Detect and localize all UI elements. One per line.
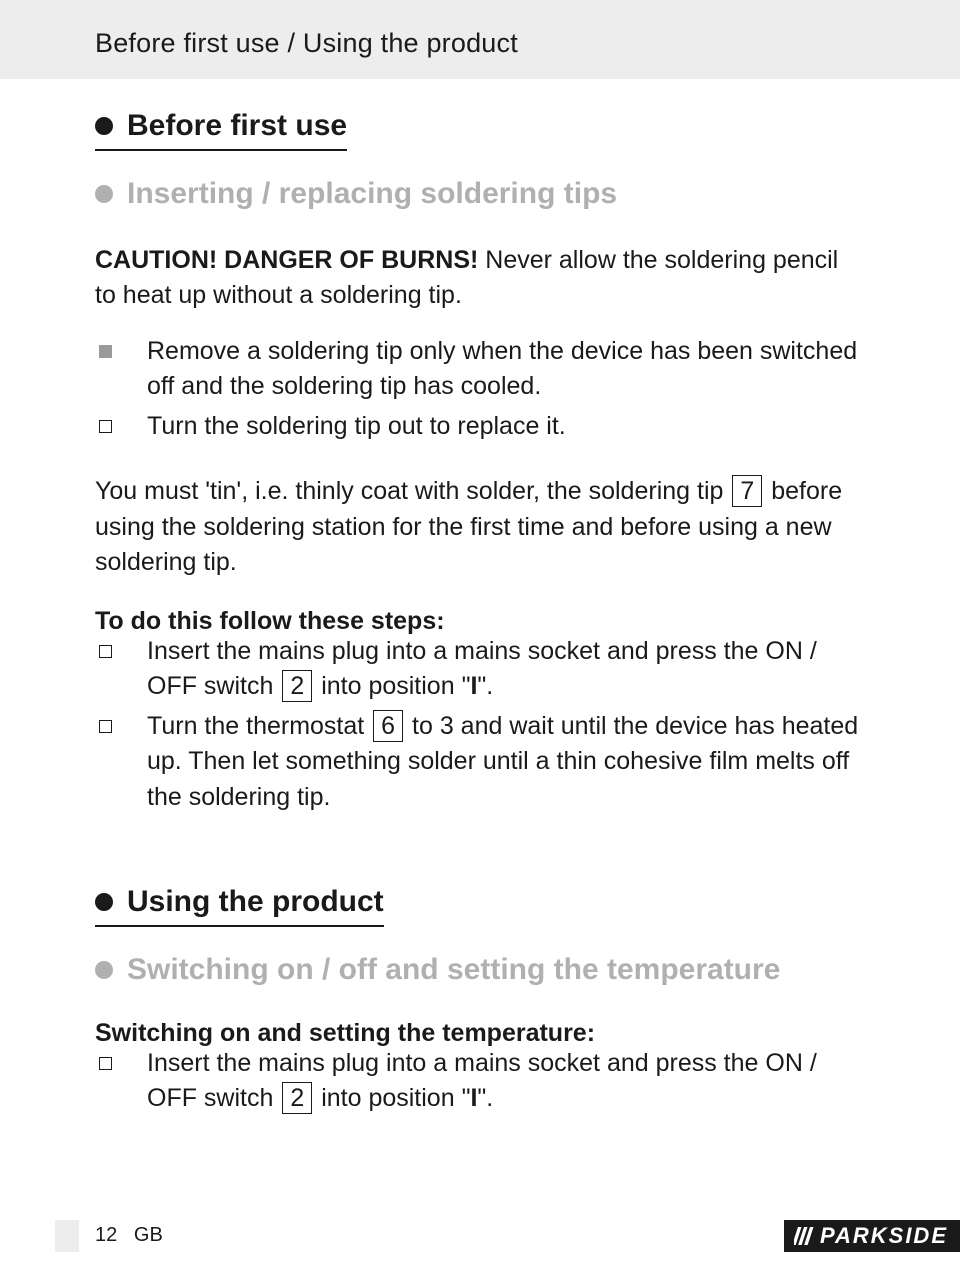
subsection-title: Inserting / replacing soldering tips — [127, 175, 617, 213]
subsection-heading-inserting-tips: Inserting / replacing soldering tips — [95, 175, 617, 213]
reference-box-2: 2 — [282, 670, 312, 702]
caution-paragraph: CAUTION! DANGER OF BURNS! Never allow th… — [95, 243, 865, 314]
tin-paragraph: You must 'tin', i.e. thinly coat with so… — [95, 474, 865, 581]
brand-logo: PARKSIDE — [784, 1220, 960, 1252]
list-item-text: Remove a soldering tip only when the dev… — [147, 337, 857, 401]
list-item: Turn the thermostat 6 to 3 and wait unti… — [95, 709, 865, 816]
list-item: Turn the soldering tip out to replace it… — [95, 409, 865, 445]
page-number: 12 — [95, 1224, 117, 1246]
bullet-dot-icon — [95, 117, 113, 135]
list-item: Insert the mains plug into a mains socke… — [95, 1046, 865, 1117]
bullet-dot-icon — [95, 893, 113, 911]
switching-steps-list: Insert the mains plug into a mains socke… — [95, 1046, 865, 1117]
precaution-list: Remove a soldering tip only when the dev… — [95, 334, 865, 445]
brand-stripes-icon — [794, 1227, 814, 1245]
reference-box-2: 2 — [282, 1082, 312, 1114]
breadcrumb: Before first use / Using the product — [95, 28, 518, 58]
page-footer: 12 GB PARKSIDE — [0, 1220, 960, 1252]
section-title: Before first use — [127, 109, 347, 143]
page-content: Before first use Inserting / replacing s… — [0, 79, 960, 1117]
switching-on-heading: Switching on and setting the temperature… — [95, 1019, 865, 1048]
list-item: Remove a soldering tip only when the dev… — [95, 334, 865, 405]
text-run: ". — [477, 672, 493, 700]
footer-tab-icon — [55, 1220, 79, 1252]
subsection-heading-switching: Switching on / off and setting the tempe… — [95, 951, 780, 989]
region-code: GB — [134, 1224, 163, 1246]
text-run: ". — [477, 1084, 493, 1112]
bullet-dot-icon — [95, 185, 113, 203]
reference-box-6: 6 — [373, 710, 403, 742]
text-run: into position " — [314, 1084, 470, 1112]
steps-heading: To do this follow these steps: — [95, 607, 865, 636]
caution-label: CAUTION! DANGER OF BURNS! — [95, 246, 478, 274]
bullet-dot-icon — [95, 961, 113, 979]
text-run: into position " — [314, 672, 470, 700]
text-run: You must 'tin', i.e. thinly coat with so… — [95, 477, 730, 505]
section-heading-using-product: Using the product — [95, 885, 384, 927]
list-item: Insert the mains plug into a mains socke… — [95, 634, 865, 705]
page-meta: 12 GB — [95, 1224, 163, 1247]
brand-name: PARKSIDE — [820, 1223, 948, 1249]
reference-box-7: 7 — [732, 475, 762, 507]
header-breadcrumb-bar: Before first use / Using the product — [0, 0, 960, 79]
section-heading-before-first-use: Before first use — [95, 109, 347, 151]
list-item-text: Turn the soldering tip out to replace it… — [147, 412, 566, 440]
steps-list: Insert the mains plug into a mains socke… — [95, 634, 865, 816]
text-run: Turn the thermostat — [147, 712, 371, 740]
section-title: Using the product — [127, 885, 384, 919]
subsection-title: Switching on / off and setting the tempe… — [127, 951, 780, 989]
